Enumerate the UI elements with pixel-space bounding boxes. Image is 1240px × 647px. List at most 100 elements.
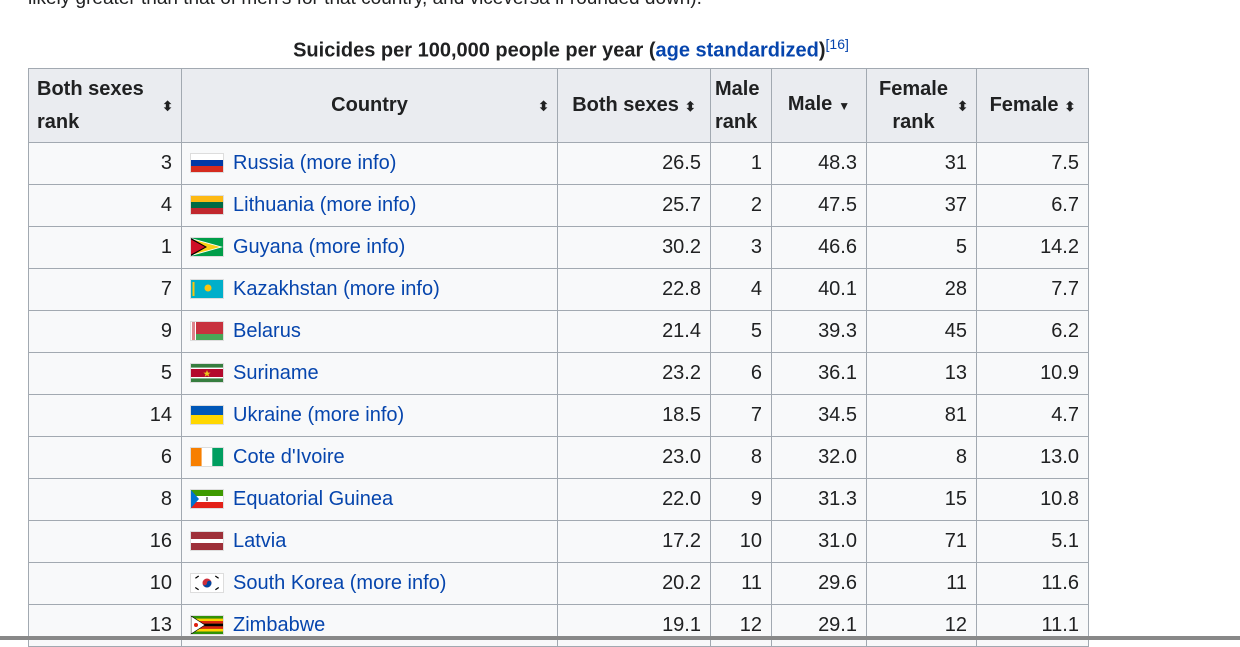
both-sexes-rate-cell: 22.0 — [557, 478, 711, 521]
more-info-link[interactable]: (more info) — [299, 152, 397, 174]
country-cell: Lithuania (more info) — [181, 184, 558, 227]
male-rank-cell: 11 — [710, 562, 772, 605]
country-link[interactable]: Equatorial Guinea — [233, 488, 394, 510]
country-cell: Kazakhstan (more info) — [181, 268, 558, 311]
table-caption: Suicides per 100,000 people per year (ag… — [28, 36, 1114, 63]
country-link[interactable]: Suriname — [233, 362, 319, 384]
sort-descending-icon[interactable]: ▼ — [838, 99, 851, 113]
zimbabwe-flag-icon — [190, 615, 224, 635]
country-link[interactable]: Belarus — [233, 320, 301, 342]
table-row: 3 Russia (more info) 26.5 1 48.3 31 7.5 — [28, 142, 1089, 185]
male-rank-cell: 5 — [710, 310, 772, 353]
col-male-header[interactable]: Male ▼ — [771, 68, 867, 143]
country-link[interactable]: Kazakhstan — [233, 278, 338, 300]
both-sexes-rate-cell: 19.1 — [557, 604, 711, 647]
both-sexes-rank-cell: 9 — [28, 310, 182, 353]
male-rate-cell: 32.0 — [771, 436, 867, 479]
male-rate-cell: 39.3 — [771, 310, 867, 353]
country-cell: Russia (more info) — [181, 142, 558, 185]
kazakhstan-flag-icon — [190, 279, 224, 299]
both-sexes-rate-cell: 20.2 — [557, 562, 711, 605]
sort-icon[interactable]: ⬍ — [957, 98, 968, 113]
suriname-flag-icon — [190, 363, 224, 383]
both-sexes-rank-cell: 1 — [28, 226, 182, 269]
country-cell: Ukraine (more info) — [181, 394, 558, 437]
age-standardized-link[interactable]: age standardized — [655, 39, 819, 62]
southkorea-flag-icon — [190, 573, 224, 593]
col-country-header[interactable]: Country ⬍ — [181, 68, 558, 143]
country-link[interactable]: Latvia — [233, 530, 287, 552]
male-rate-cell: 29.1 — [771, 604, 867, 647]
table-row: 1 Guyana (more info) 30.2 3 46.6 5 14.2 — [28, 226, 1089, 269]
both-sexes-rate-cell: 18.5 — [557, 394, 711, 437]
female-rate-cell: 6.7 — [976, 184, 1089, 227]
country-link[interactable]: Guyana — [233, 236, 304, 258]
col-both-sexes-rank-header[interactable]: Both sexes rank ⬍ — [28, 68, 182, 143]
female-rank-cell: 8 — [866, 436, 977, 479]
female-rate-cell: 7.5 — [976, 142, 1089, 185]
male-rate-cell: 48.3 — [771, 142, 867, 185]
country-cell: Zimbabwe — [181, 604, 558, 647]
both-sexes-rate-cell: 25.7 — [557, 184, 711, 227]
male-rank-cell: 1 — [710, 142, 772, 185]
both-sexes-rate-cell: 23.2 — [557, 352, 711, 395]
country-cell: South Korea (more info) — [181, 562, 558, 605]
female-rank-cell: 11 — [866, 562, 977, 605]
sort-icon[interactable]: ⬍ — [162, 98, 173, 113]
table-row: 8 Equatorial Guinea 22.0 9 31.3 15 10.8 — [28, 478, 1089, 521]
russia-flag-icon — [190, 153, 224, 173]
ukraine-flag-icon — [190, 405, 224, 425]
table-row: 10 South Korea (more info) 20.2 11 29.6 11 11.… — [28, 562, 1089, 605]
country-link[interactable]: Russia — [233, 152, 295, 174]
country-cell: Guyana (more info) — [181, 226, 558, 269]
eqguinea-flag-icon — [190, 489, 224, 509]
suicide-rate-table: Both sexes rank ⬍ Country ⬍ Both sexes ⬍ … — [28, 68, 1089, 647]
male-rate-cell: 29.6 — [771, 562, 867, 605]
col-female-header[interactable]: Female ⬍ — [976, 68, 1089, 143]
col-female-rank-header[interactable]: Female rank ⬍ — [866, 68, 977, 143]
male-rate-cell: 34.5 — [771, 394, 867, 437]
more-info-link[interactable]: (more info) — [343, 278, 440, 300]
header-label: Female rank — [879, 77, 948, 133]
female-rate-cell: 10.8 — [976, 478, 1089, 521]
country-link[interactable]: Ukraine — [233, 404, 302, 426]
more-info-link[interactable]: (more info) — [319, 194, 417, 216]
sort-icon[interactable]: ⬍ — [1064, 98, 1076, 114]
female-rate-cell: 10.9 — [976, 352, 1089, 395]
more-info-link[interactable]: (more info) — [307, 404, 405, 426]
country-cell: Latvia — [181, 520, 558, 563]
sort-icon[interactable]: ⬍ — [538, 98, 549, 113]
female-rate-cell: 6.2 — [976, 310, 1089, 353]
more-info-link[interactable]: (more info) — [349, 572, 447, 594]
latvia-flag-icon — [190, 531, 224, 551]
country-link[interactable]: Zimbabwe — [233, 614, 326, 636]
reference-link[interactable]: [16] — [825, 36, 849, 52]
both-sexes-rank-cell: 5 — [28, 352, 182, 395]
bottom-edge — [0, 636, 1240, 640]
both-sexes-rank-cell: 10 — [28, 562, 182, 605]
both-sexes-rate-cell: 23.0 — [557, 436, 711, 479]
country-link[interactable]: South Korea — [233, 572, 345, 594]
both-sexes-rank-cell: 7 — [28, 268, 182, 311]
both-sexes-rank-cell: 6 — [28, 436, 182, 479]
country-cell: Belarus — [181, 310, 558, 353]
country-link[interactable]: Cote d'Ivoire — [233, 446, 345, 468]
country-link[interactable]: Lithuania — [233, 194, 315, 216]
male-rank-cell: 3 — [710, 226, 772, 269]
female-rank-cell: 31 — [866, 142, 977, 185]
both-sexes-rank-cell: 3 — [28, 142, 182, 185]
caption-suffix: ) — [818, 39, 826, 62]
both-sexes-rank-cell: 13 — [28, 604, 182, 647]
guyana-flag-icon — [190, 237, 224, 257]
header-label: Female — [989, 93, 1059, 116]
col-male-rank-header[interactable]: Male rank ⬍ — [710, 68, 785, 143]
sort-icon[interactable]: ⬍ — [684, 98, 696, 114]
table-row: 6 Cote d'Ivoire 23.0 8 32.0 8 13.0 — [28, 436, 1089, 479]
table-row: 14 Ukraine (more info) 18.5 7 34.5 81 4.7 — [28, 394, 1089, 437]
female-rank-cell: 28 — [866, 268, 977, 311]
male-rate-cell: 47.5 — [771, 184, 867, 227]
female-rate-cell: 11.1 — [976, 604, 1089, 647]
col-both-sexes-header[interactable]: Both sexes ⬍ — [557, 68, 711, 143]
both-sexes-rank-cell: 14 — [28, 394, 182, 437]
more-info-link[interactable]: (more info) — [308, 236, 406, 258]
